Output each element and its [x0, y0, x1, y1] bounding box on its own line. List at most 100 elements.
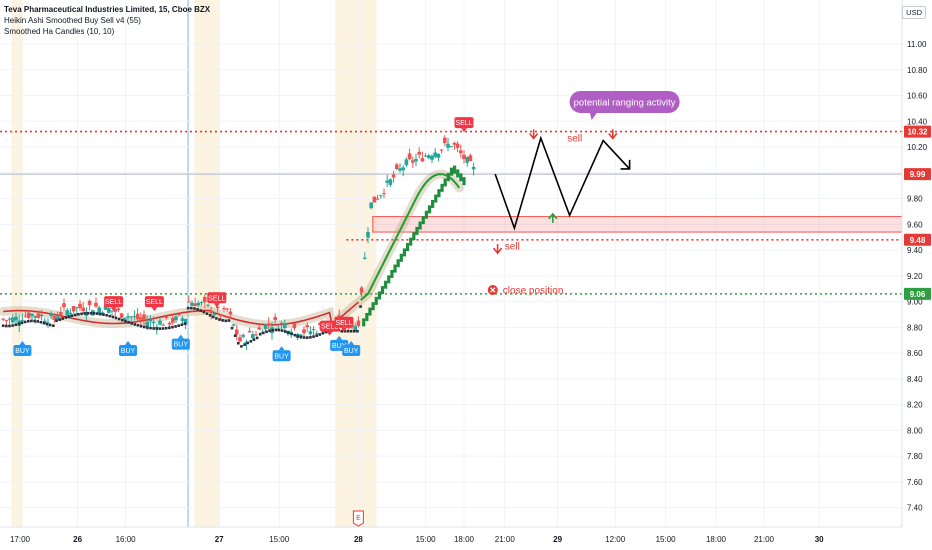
ha-dot	[58, 318, 61, 321]
signal-sell-11[interactable]: SELL	[454, 117, 474, 133]
ha-dot	[189, 306, 193, 310]
candle-body	[292, 323, 297, 329]
ha-dot	[324, 330, 328, 334]
level-lines	[0, 130, 902, 295]
candle-body	[59, 312, 63, 316]
price-tick-label: 9.60	[907, 220, 923, 229]
price-tick-label: 8.40	[907, 375, 923, 384]
session-band-1	[194, 0, 220, 527]
candle-body	[267, 323, 271, 326]
candle-body	[110, 310, 114, 312]
candle-body	[65, 310, 69, 316]
price-tag-9.48: 9.48	[904, 233, 931, 246]
candle-body	[385, 180, 389, 183]
signal-sell-1[interactable]: SELL	[104, 296, 124, 312]
buy-arrow-green-head	[548, 212, 558, 220]
signal-buy-6[interactable]: BUY	[272, 346, 291, 362]
ha-candle-up	[396, 259, 400, 268]
ha-candle-up	[424, 210, 428, 219]
ha-dot	[183, 322, 187, 326]
indicator-1-label[interactable]: Heikin Ashi Smoothed Buy Sell v4 (55)	[4, 16, 141, 25]
signal-buy-10[interactable]: BUY	[342, 341, 361, 357]
candle-body	[430, 155, 434, 160]
ha-candle-up	[365, 313, 369, 322]
ha-dot	[61, 317, 65, 320]
ha-dot	[287, 331, 290, 334]
candle-body	[199, 302, 204, 304]
ha-candle-up	[374, 296, 378, 305]
candle-body	[30, 314, 34, 316]
ha-dot	[211, 315, 215, 319]
currency-button[interactable]: USD	[902, 6, 926, 19]
candle-body	[75, 307, 79, 309]
candle-body	[129, 316, 133, 318]
time-tick-label: 21:00	[754, 535, 775, 544]
ha-dot	[42, 321, 46, 325]
earnings-icon	[352, 510, 364, 527]
candle-body	[372, 196, 377, 203]
candle-body	[52, 316, 57, 321]
candle-body	[97, 307, 101, 313]
ha-dot	[265, 330, 268, 334]
price-tick-label: 8.00	[907, 426, 923, 435]
ha-dot	[233, 334, 237, 337]
candle-body	[388, 179, 393, 185]
ha-dot	[299, 335, 303, 339]
ha-dot	[227, 319, 231, 322]
signal-buy-0[interactable]: BUY	[13, 341, 32, 357]
ha-dot	[293, 333, 297, 337]
ha-dot	[45, 322, 49, 326]
ha-candle-up	[380, 286, 385, 295]
signal-sell-7[interactable]: SELL	[320, 320, 340, 336]
candle-body	[449, 146, 453, 148]
time-tick-label: 27	[215, 535, 224, 544]
candle-body	[254, 334, 258, 336]
ha-dot	[158, 327, 162, 330]
candle-body	[68, 312, 73, 314]
time-tick-label: 15:00	[269, 535, 290, 544]
signal-sell-3[interactable]: SELL	[144, 296, 164, 312]
ha-dot	[133, 323, 137, 326]
price-tag-9.06: 9.06	[904, 287, 931, 300]
sell-arrow-lower-head	[492, 247, 503, 255]
candle-body	[356, 320, 361, 327]
price-tick-label: 9.80	[907, 195, 923, 204]
signal-box	[334, 316, 354, 328]
candle-body	[308, 331, 313, 335]
annotation-layer: sell sell close position potential ranging …	[352, 90, 680, 527]
ha-dot	[139, 324, 143, 328]
price-tick-label: 9.40	[907, 246, 923, 255]
symbol-title[interactable]: Teva Pharmaceutical Industries Limited, …	[4, 5, 211, 14]
candle-body	[151, 321, 156, 323]
candle-body	[132, 316, 137, 318]
candle-body	[263, 324, 268, 330]
candle-body	[251, 334, 255, 339]
ha-dot	[77, 313, 80, 316]
signal-pointer	[19, 341, 26, 346]
ha-dot	[274, 328, 278, 332]
indicator-2-label[interactable]: Smoothed Ha Candles (10, 10)	[4, 27, 115, 36]
signal-sell-8[interactable]: SELL	[334, 316, 354, 332]
candle-body	[427, 155, 431, 159]
signal-buy-2[interactable]: BUY	[119, 341, 137, 357]
price-tag-box	[904, 168, 931, 181]
ha-dot	[262, 331, 265, 335]
ha-dot	[290, 332, 293, 336]
signal-buy-4[interactable]: BUY	[171, 334, 190, 350]
candle-body	[311, 329, 316, 331]
candle-body	[190, 302, 194, 306]
signal-sell-5[interactable]: SELL	[207, 292, 227, 308]
candle-body	[443, 137, 447, 143]
candle-body	[433, 152, 437, 158]
ha-dot	[80, 312, 83, 316]
time-tick-label: 26	[73, 535, 82, 544]
ha-candle-up	[412, 232, 416, 241]
signal-label: BUY	[174, 342, 189, 349]
time-tick-label: 30	[815, 535, 824, 544]
ha-candle-up	[377, 291, 381, 300]
candle-body	[113, 309, 117, 312]
ha-dot	[171, 325, 174, 329]
ha-dot	[280, 329, 284, 332]
